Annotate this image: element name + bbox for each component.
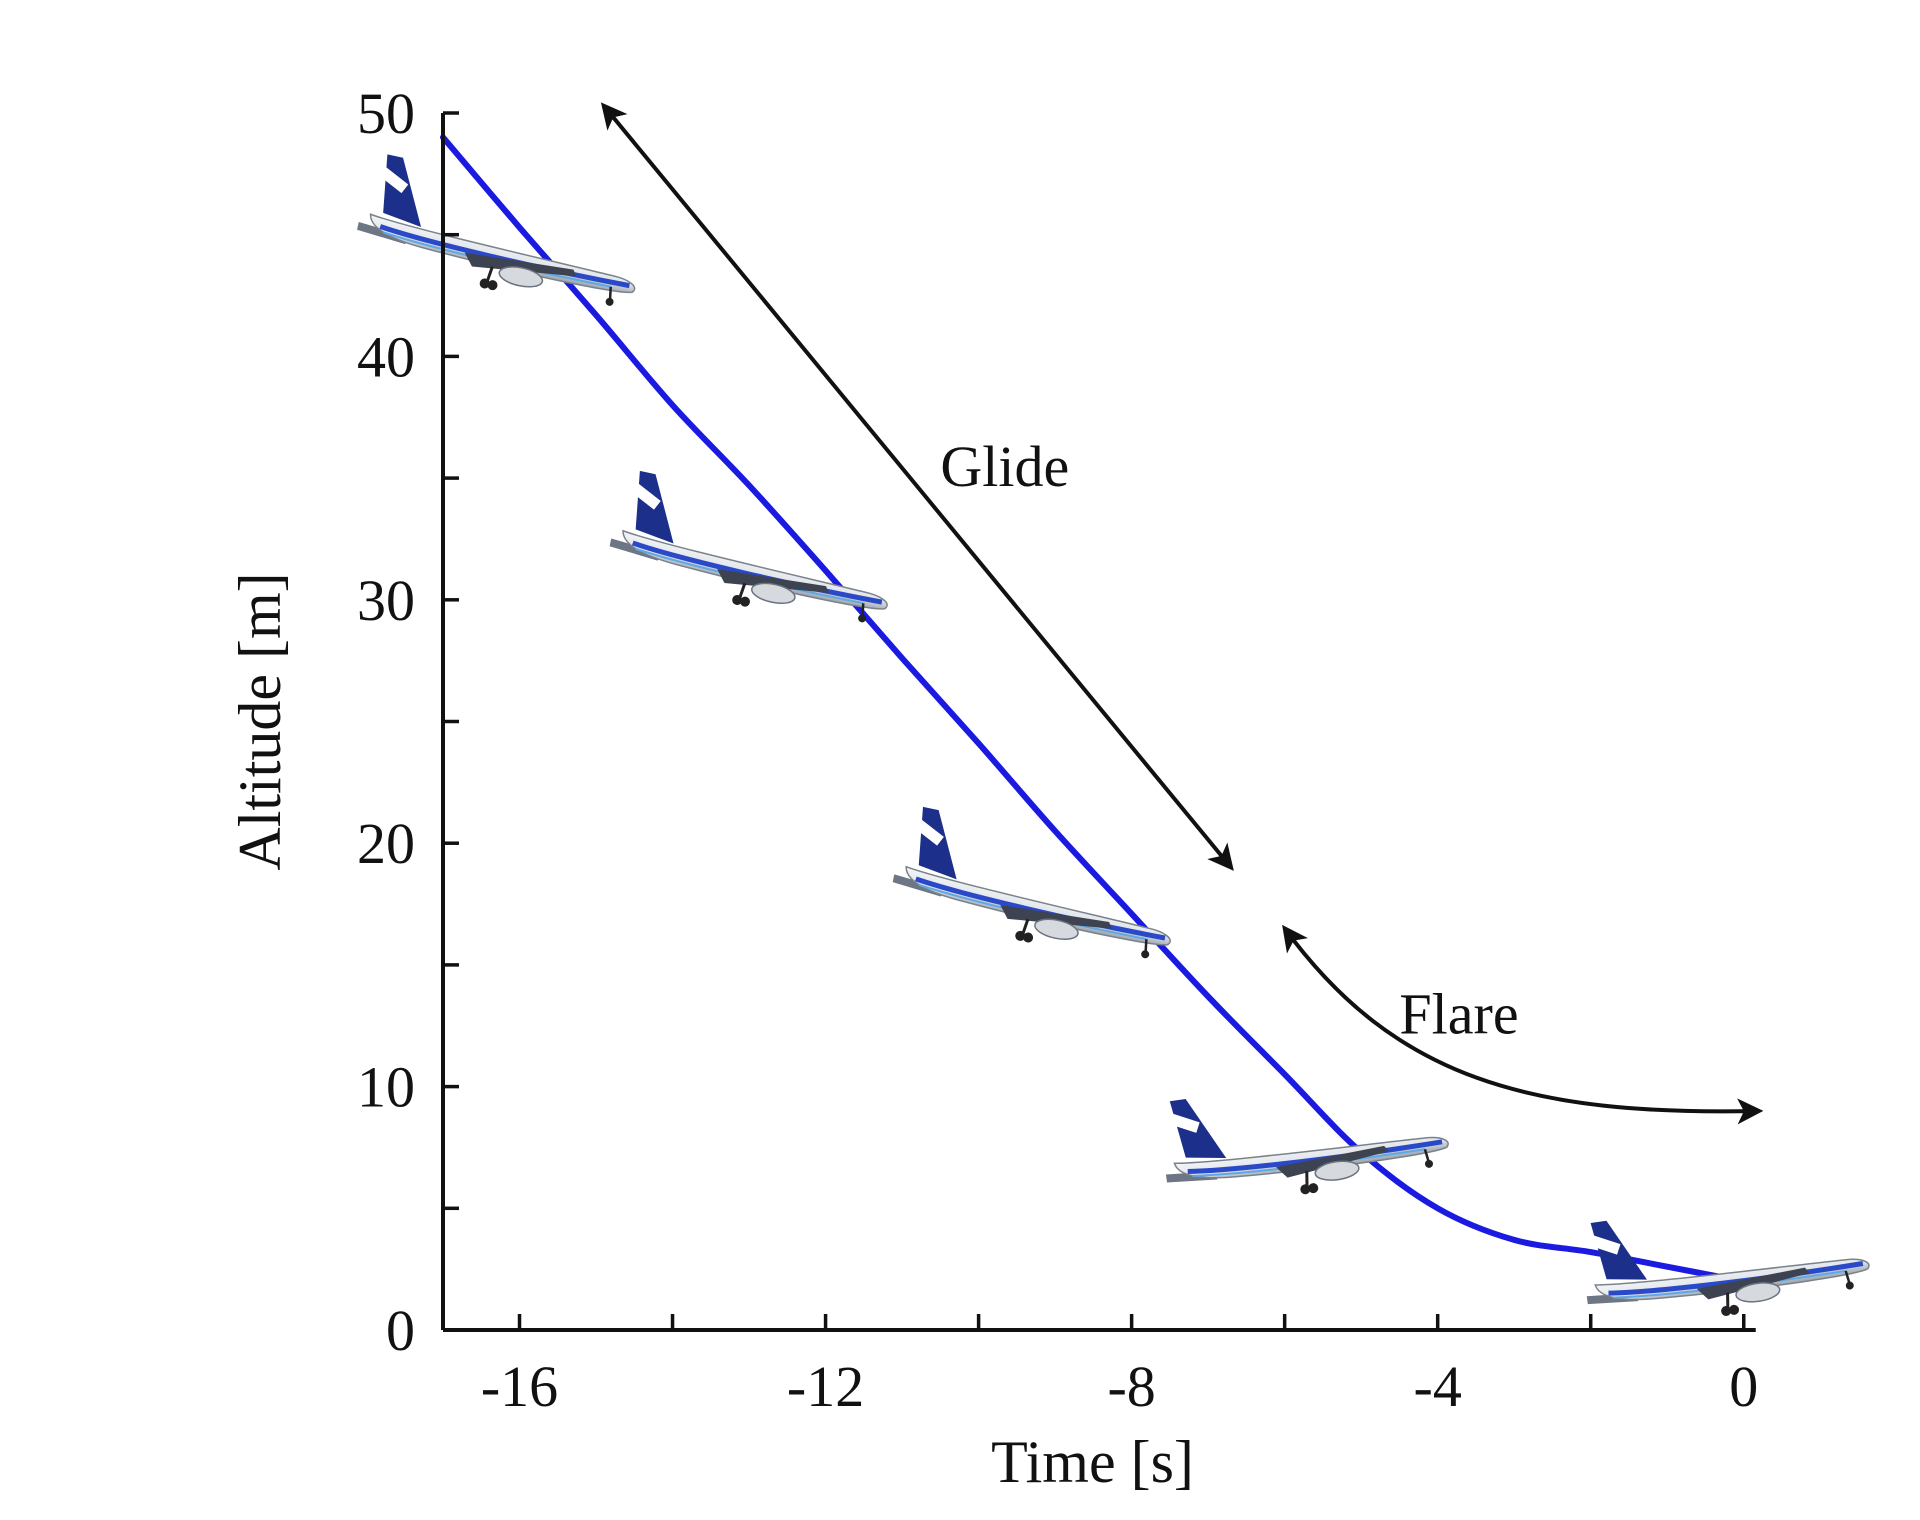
x-tick-label: -4 [1414, 1354, 1462, 1419]
x-tick-label: 0 [1729, 1354, 1758, 1419]
aircraft-image-5 [1577, 1185, 1873, 1334]
series-line-0 [440, 134, 1747, 1285]
x-axis-title: Time [s] [991, 1429, 1194, 1495]
plot-area [440, 134, 1747, 1285]
y-tick-label: 20 [357, 811, 415, 876]
glide-arrow [600, 102, 1234, 871]
y-tick-label: 50 [357, 81, 415, 146]
aircraft-image-1 [351, 152, 652, 320]
axes: -16 -12 -8 -4 0 0 10 20 30 40 50 Time [s] Altitude [… [227, 81, 1758, 1495]
y-tick-label: 0 [386, 1298, 415, 1363]
glide-annotation-label: Glide [940, 434, 1069, 499]
x-tick-label: -12 [787, 1354, 864, 1419]
x-tick-label: -16 [481, 1354, 558, 1419]
annotations: Glide Flare [600, 102, 1764, 1125]
flare-arrow [1282, 924, 1764, 1125]
flare-annotation-label: Flare [1399, 982, 1518, 1047]
aircraft-image-3 [886, 804, 1187, 972]
y-axis-title: Altitude [m] [227, 572, 293, 870]
y-tick-label: 40 [357, 324, 415, 389]
y-tick-label: 30 [357, 568, 415, 633]
y-tick-label: 10 [357, 1055, 415, 1120]
x-tick-label: -8 [1107, 1354, 1155, 1419]
aircraft-illustrations [351, 152, 1874, 1335]
